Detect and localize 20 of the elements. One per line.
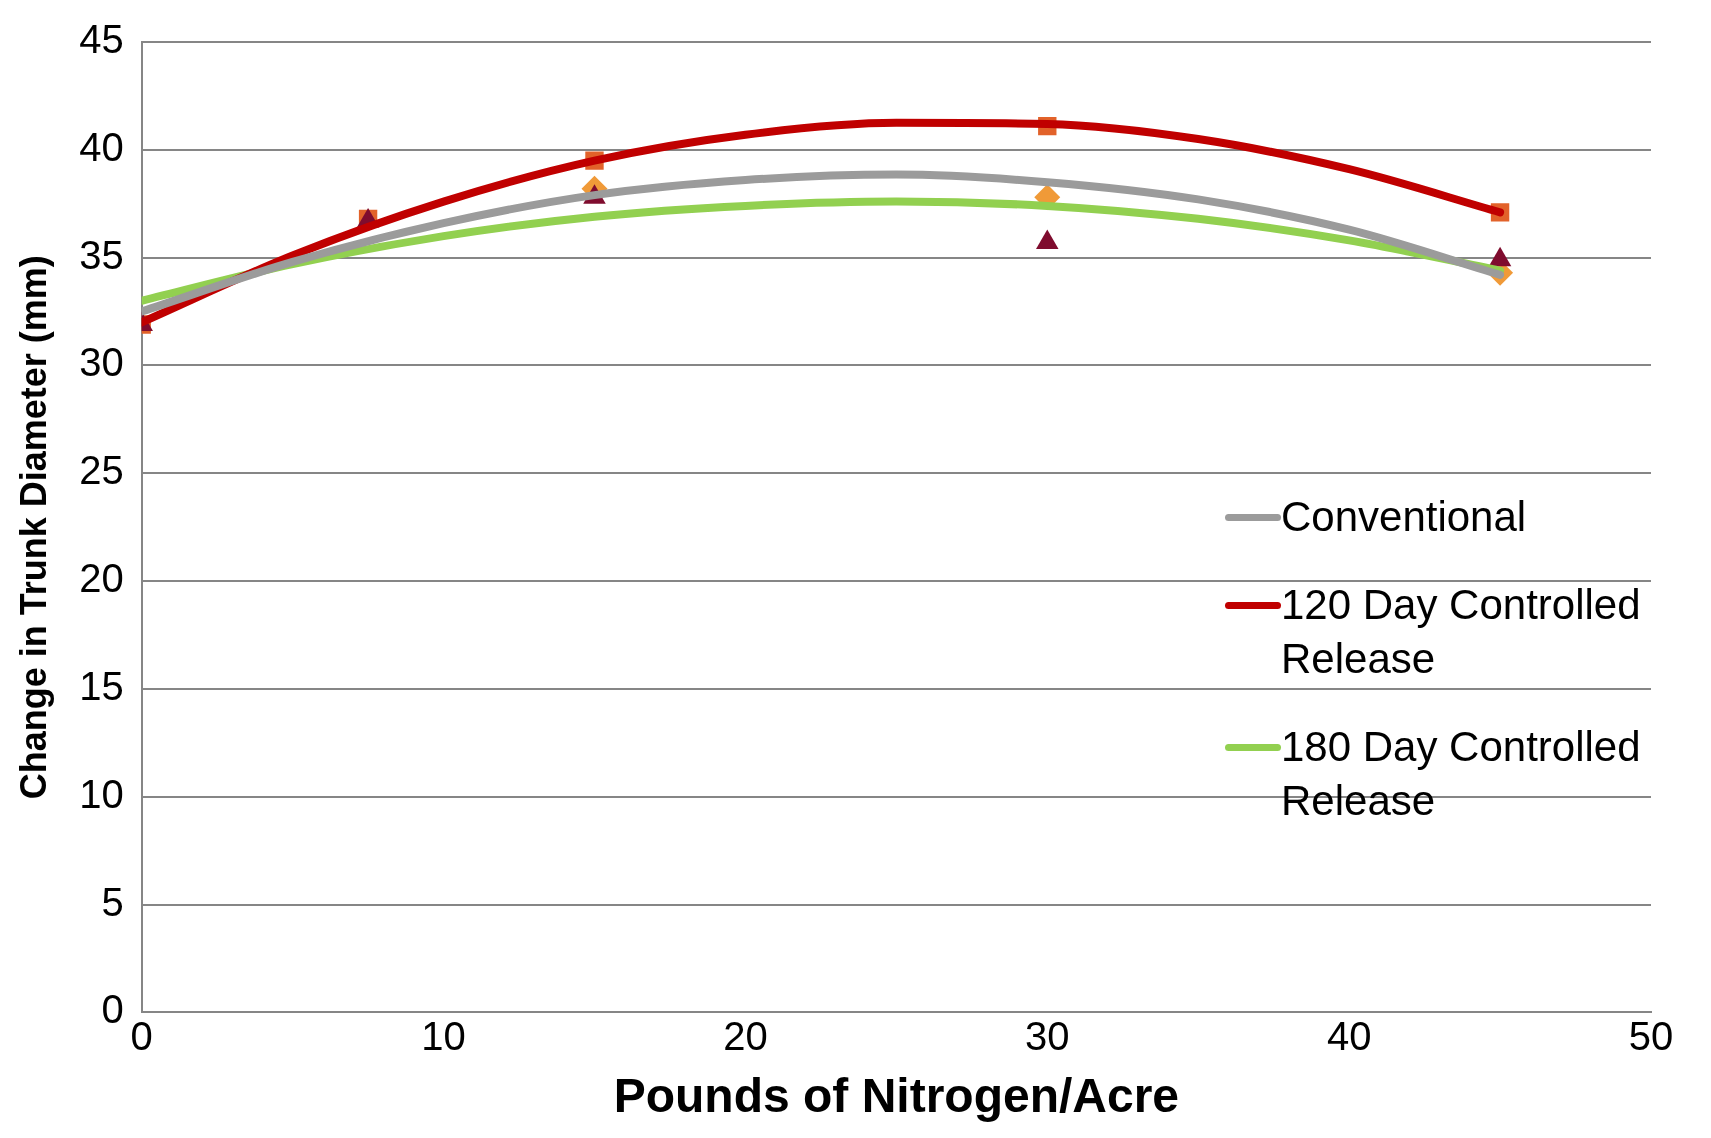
y-axis-title: Change in Trunk Diameter (mm) bbox=[12, 255, 54, 800]
x-tick-label: 20 bbox=[723, 1014, 768, 1059]
x-tick-label: 0 bbox=[130, 1014, 153, 1059]
y-tick-label: 30 bbox=[79, 340, 124, 385]
x-tick-label: 30 bbox=[1025, 1014, 1070, 1059]
x-tick-label: 40 bbox=[1326, 1014, 1372, 1059]
legend-label: Conventional bbox=[1281, 492, 1527, 542]
x-tick-label: 10 bbox=[421, 1014, 466, 1059]
x-axis-title: Pounds of Nitrogen/Acre bbox=[613, 1069, 1180, 1123]
y-tick-label: 40 bbox=[79, 124, 124, 169]
x-tick-label: 50 bbox=[1628, 1014, 1674, 1059]
legend-label: 120 Day Controlled Release bbox=[1281, 580, 1642, 684]
y-tick-label: 45 bbox=[79, 17, 124, 62]
y-tick-label: 25 bbox=[79, 448, 124, 493]
y-tick-label: 5 bbox=[101, 879, 124, 924]
legend-label: 180 Day Controlled Release bbox=[1281, 722, 1642, 826]
y-tick-label: 20 bbox=[79, 556, 124, 601]
y-tick-label: 35 bbox=[79, 232, 124, 277]
y-tick-label: 10 bbox=[79, 771, 124, 816]
y-tick-label: 15 bbox=[79, 663, 124, 708]
